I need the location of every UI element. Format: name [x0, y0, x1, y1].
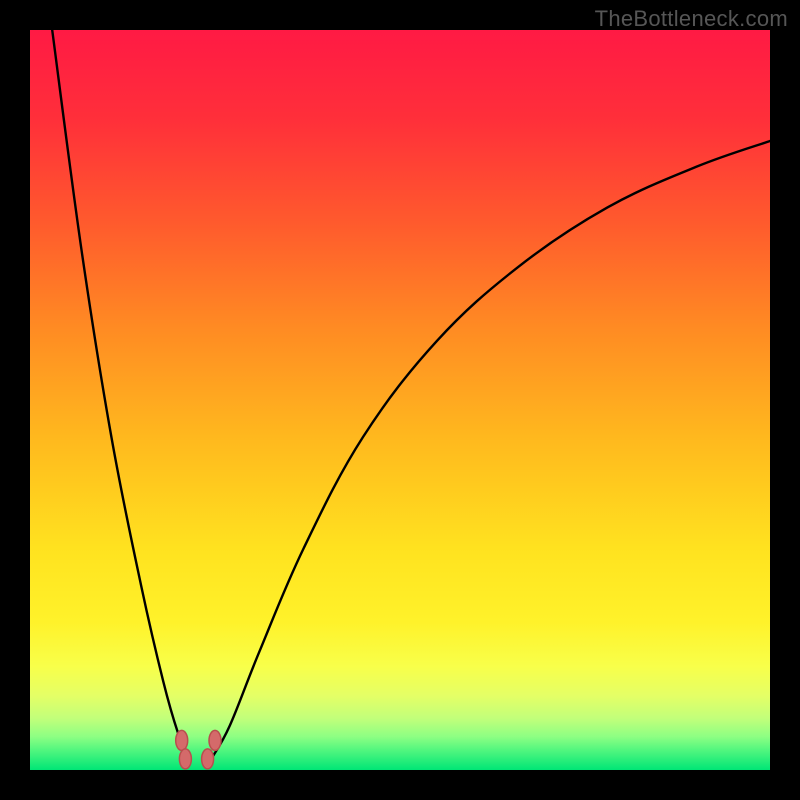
gradient-background [30, 30, 770, 770]
trough-marker-1 [179, 749, 191, 769]
bottleneck-curve-chart [30, 30, 770, 770]
trough-marker-3 [209, 730, 221, 750]
chart-canvas: TheBottleneck.com [0, 0, 800, 800]
watermark-text: TheBottleneck.com [595, 6, 788, 32]
trough-marker-0 [176, 730, 188, 750]
trough-marker-2 [202, 749, 214, 769]
